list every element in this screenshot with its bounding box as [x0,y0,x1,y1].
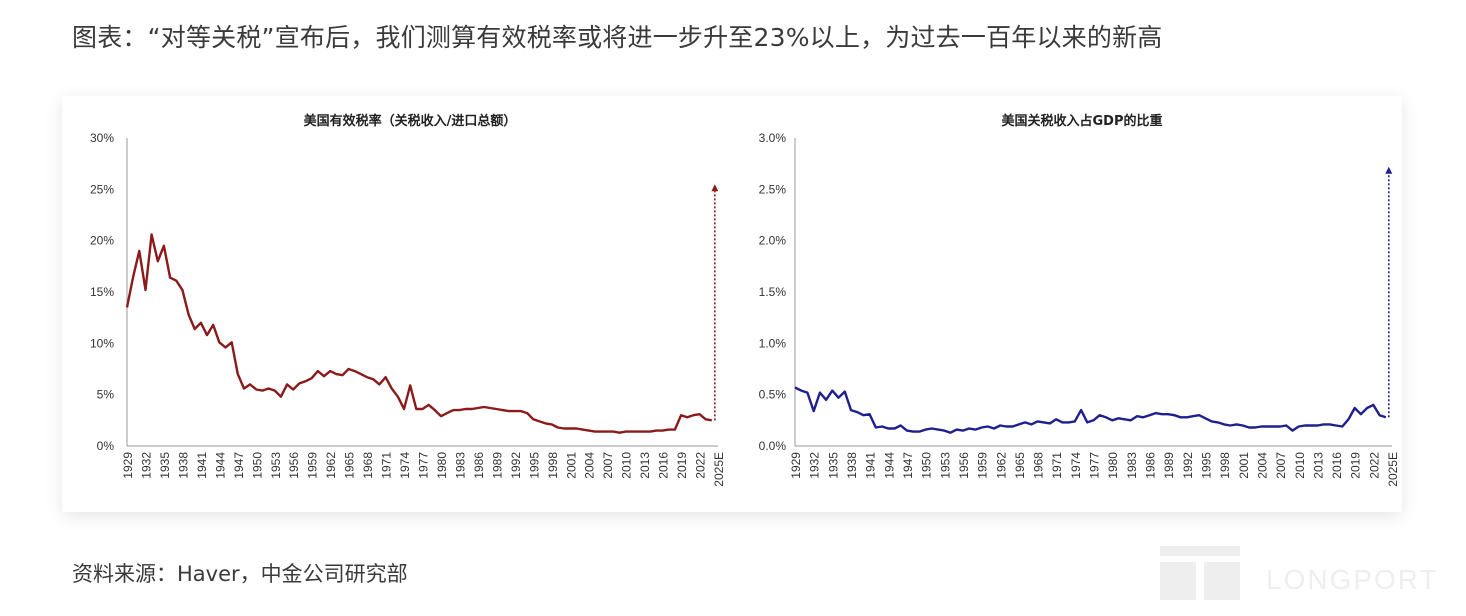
x-tick-label: 1956 [957,452,971,479]
x-tick-label: 1935 [158,452,172,479]
x-tick-label: 1959 [306,452,320,479]
x-tick-label: 1965 [1013,452,1027,479]
x-tick-label: 1941 [195,452,209,479]
x-tick-label: 1959 [976,452,990,479]
x-tick-label: 1983 [1125,452,1139,479]
x-tick-label: 2007 [601,452,615,479]
y-tick-label: 0.0% [759,439,787,453]
x-tick-label: 1980 [435,452,449,479]
x-tick-label: 1950 [250,452,264,479]
x-tick-label: 2016 [657,452,671,479]
series-line [794,386,1387,434]
x-tick-label: 2001 [1237,452,1251,479]
x-tick-label: 1935 [826,452,840,479]
source-note: 资料来源：Haver，中金公司研究部 [72,562,408,586]
x-tick-label: 1986 [472,452,486,479]
x-tick-label: 2019 [675,452,689,479]
watermark-text: LONGPORT [1266,564,1439,595]
x-tick-label: 2013 [1311,452,1325,479]
page-headline: 图表：“对等关税”宣布后，我们测算有效税率或将进一步升至23%以上，为过去一百年… [72,23,1163,52]
x-tick-label: 2010 [620,452,634,479]
x-tick-label: 2001 [564,452,578,479]
x-tick-label: 1983 [453,452,467,479]
x-tick-label: 1950 [920,452,934,479]
x-tick-label: 1998 [1218,452,1232,479]
chart-title: 美国关税收入占GDP的比重 [1002,113,1163,129]
y-tick-label: 2.0% [759,234,787,248]
y-tick-label: 1.5% [759,285,787,299]
x-tick-label: 1989 [1162,452,1176,479]
x-tick-label: 2007 [1274,452,1288,479]
x-tick-label: 2019 [1349,452,1363,479]
x-tick-label: 1974 [1069,452,1083,479]
x-tick-label: 1974 [398,452,412,479]
x-tick-label: 1986 [1144,452,1158,479]
y-tick-label: 1.0% [759,336,787,350]
x-tick-label: 1977 [417,452,431,479]
y-tick-label: 2.5% [759,182,787,196]
y-tick-label: 25% [90,182,114,196]
x-tick-label: 1953 [938,452,952,479]
x-tick-label: 1968 [1032,452,1046,479]
x-tick-label: 1938 [845,452,859,479]
x-tick-label: 1980 [1106,452,1120,479]
x-tick-label: 1992 [509,452,523,479]
x-tick-label: 1929 [789,452,803,479]
y-tick-label: 5% [97,388,115,402]
x-tick-label: 1971 [380,452,394,479]
y-tick-label: 0% [97,439,115,453]
x-tick-label: 1968 [361,452,375,479]
x-tick-label: 2025E [712,452,726,487]
y-tick-label: 10% [90,336,114,350]
longport-watermark-logo: LONGPORT [1160,546,1460,606]
x-tick-label: 1989 [490,452,504,479]
x-tick-label: 1965 [343,452,357,479]
x-tick-label: 1932 [139,452,153,479]
x-tick-label: 2004 [583,452,597,479]
y-tick-label: 30% [90,131,114,145]
chart-panel [62,96,1402,512]
series-line [125,233,712,434]
x-tick-label: 1998 [546,452,560,479]
x-tick-label: 2022 [1367,452,1381,479]
x-tick-label: 1992 [1181,452,1195,479]
x-tick-label: 2025E [1386,452,1400,487]
x-tick-label: 1932 [808,452,822,479]
x-tick-label: 1971 [1050,452,1064,479]
y-tick-label: 0.5% [759,388,787,402]
x-tick-label: 1944 [882,452,896,479]
projection-arrow-head [711,184,719,192]
chart-title: 美国有效税率（关税收入/进口总额） [304,113,517,129]
y-tick-label: 20% [90,234,114,248]
y-tick-label: 3.0% [759,131,787,145]
x-tick-label: 1962 [994,452,1008,479]
x-tick-label: 2013 [638,452,652,479]
x-tick-label: 1977 [1088,452,1102,479]
x-tick-label: 1947 [232,452,246,479]
x-tick-label: 1995 [1199,452,1213,479]
x-tick-label: 1929 [121,452,135,479]
x-tick-label: 2016 [1330,452,1344,479]
x-tick-label: 1938 [176,452,190,479]
x-tick-label: 1962 [324,452,338,479]
x-tick-label: 1995 [527,452,541,479]
x-tick-label: 2022 [694,452,708,479]
x-tick-label: 2004 [1255,452,1269,479]
x-tick-label: 1953 [269,452,283,479]
x-tick-label: 1956 [287,452,301,479]
x-tick-label: 1944 [213,452,227,479]
x-tick-label: 1947 [901,452,915,479]
x-tick-label: 1941 [864,452,878,479]
projection-arrow-head [1385,166,1393,174]
x-tick-label: 2010 [1293,452,1307,479]
y-tick-label: 15% [90,285,114,299]
